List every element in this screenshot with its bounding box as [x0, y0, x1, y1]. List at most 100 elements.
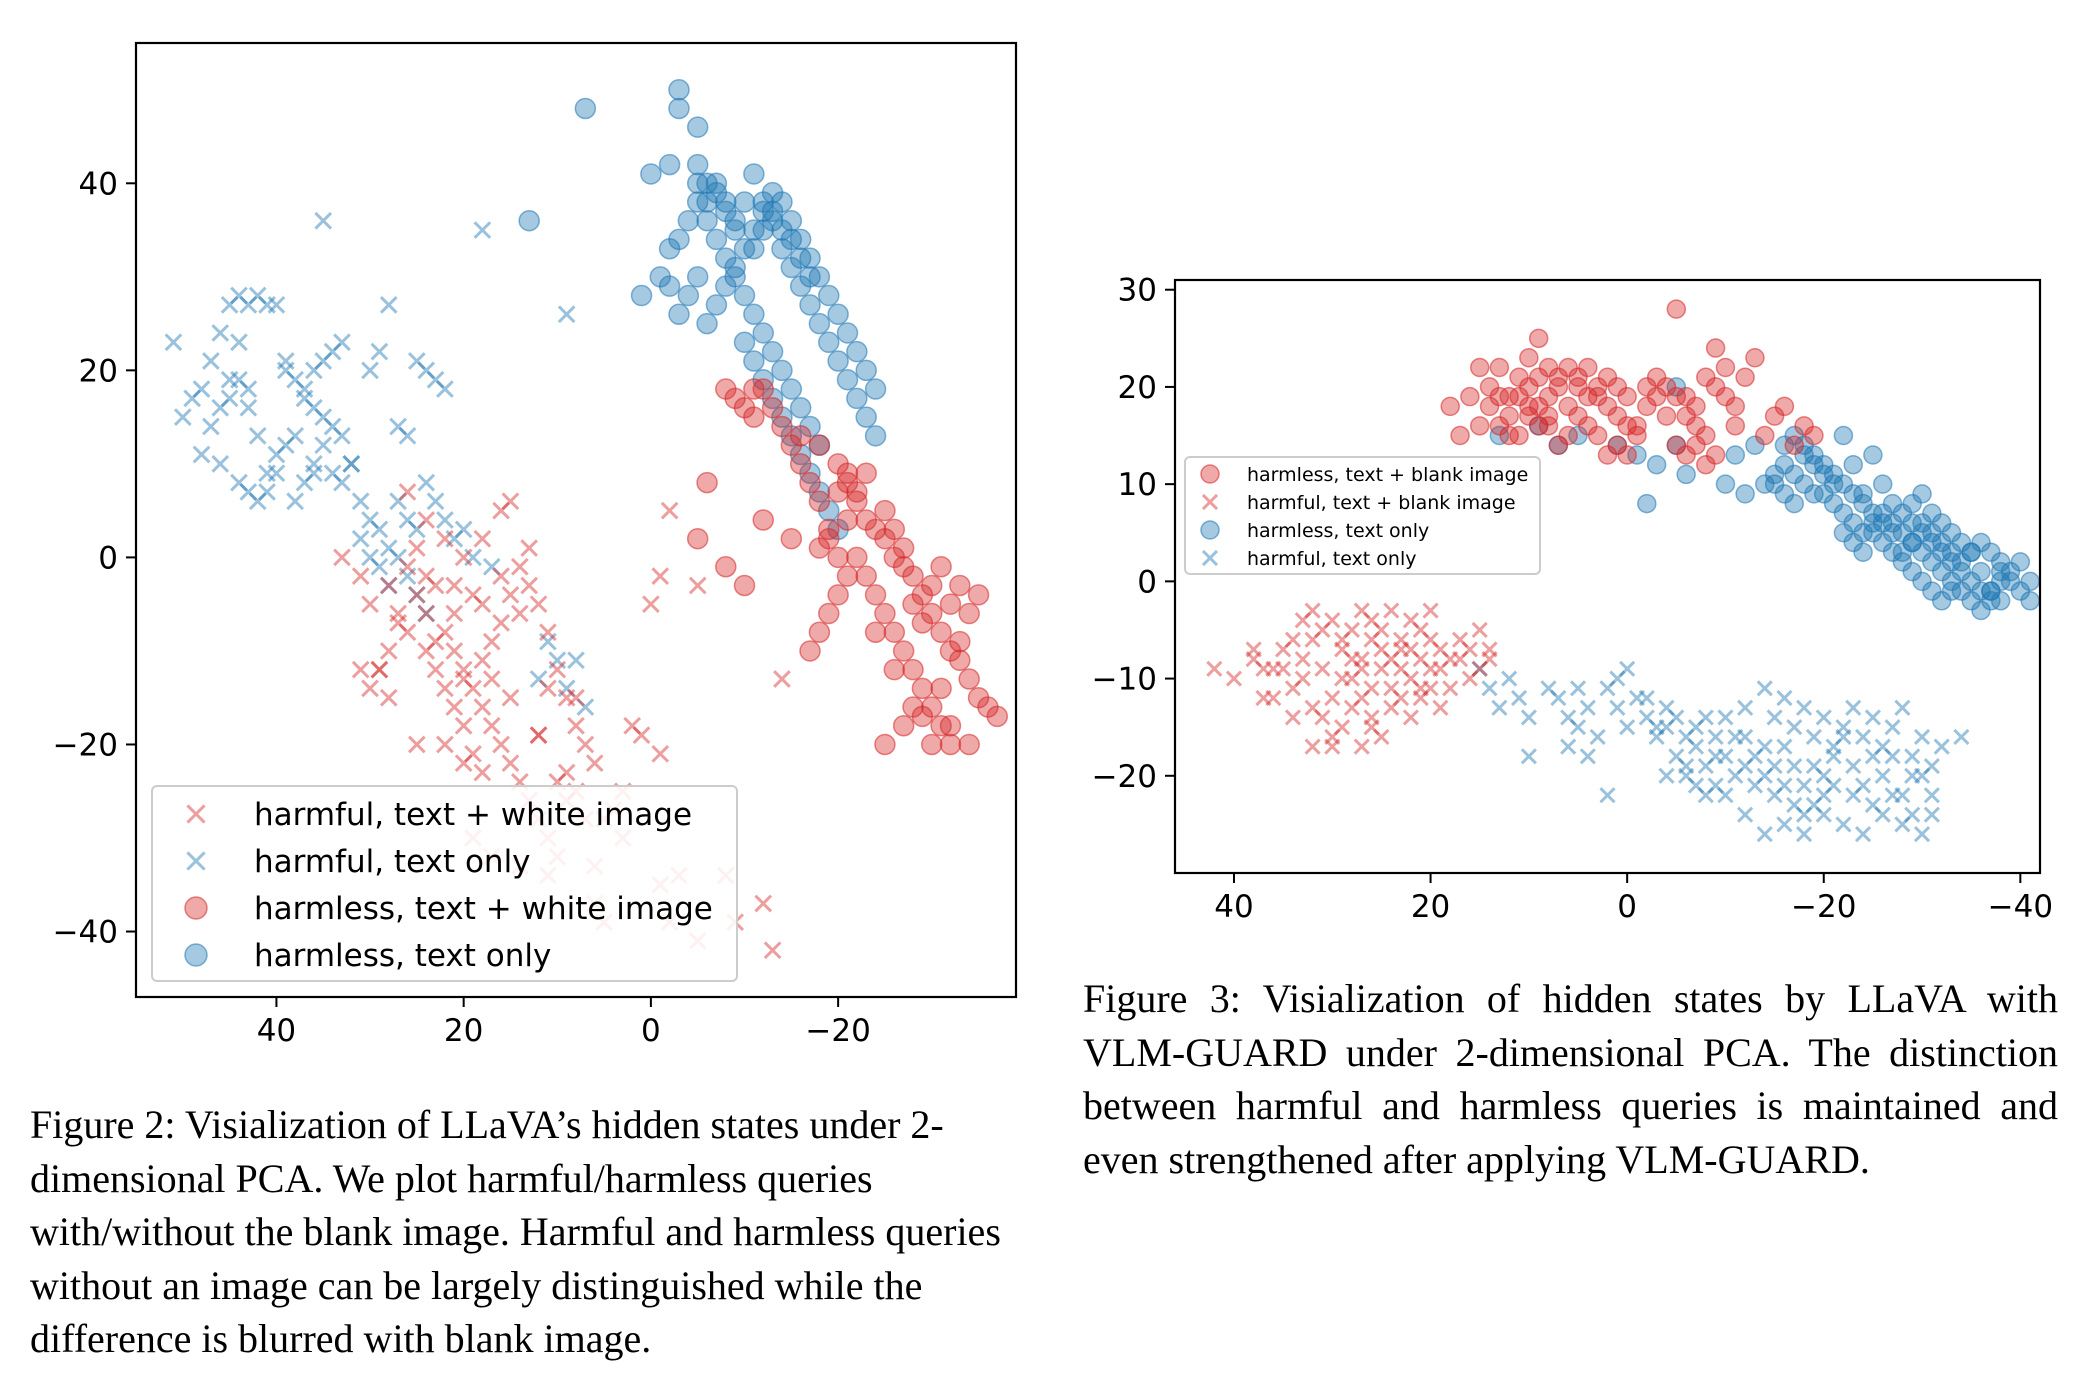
data-point — [1902, 493, 1922, 514]
legend-label: harmless, text + white image — [254, 891, 713, 927]
data-point — [1961, 571, 1981, 592]
data-point — [761, 200, 784, 223]
data-point — [1805, 796, 1823, 814]
data-point — [1324, 728, 1341, 745]
data-point — [464, 548, 482, 567]
data-point — [473, 651, 492, 670]
data-point — [1786, 757, 1803, 775]
data-point — [445, 604, 464, 623]
data-point — [1343, 621, 1361, 639]
x-tick-label: 40 — [1214, 889, 1253, 925]
data-point — [389, 492, 407, 511]
data-point — [1412, 621, 1429, 639]
data-point — [501, 492, 520, 511]
data-point — [1725, 416, 1746, 436]
data-point — [1578, 416, 1598, 436]
data-point — [696, 172, 718, 195]
data-point — [276, 436, 295, 455]
data-point — [1324, 689, 1341, 707]
data-point — [771, 359, 793, 382]
data-point — [658, 238, 681, 260]
data-point — [733, 284, 756, 307]
data-point — [333, 473, 351, 492]
data-point — [1931, 591, 1952, 611]
data-point — [1735, 484, 1755, 504]
data-points — [1206, 299, 2040, 843]
data-point — [949, 649, 971, 672]
figure-2-scatter-plot: 40 20 0 −20 40 20 0 −20 −40 harmful, text + white… — [53, 41, 1018, 1049]
data-point — [379, 642, 398, 660]
y-tick-label: −10 — [1092, 662, 1157, 698]
data-point — [492, 501, 510, 520]
data-point — [1528, 328, 1549, 349]
data-point — [1825, 777, 1842, 794]
data-point — [1686, 416, 1706, 436]
data-point — [1334, 631, 1351, 648]
data-point — [557, 679, 576, 698]
data-point — [1225, 670, 1243, 687]
data-point — [1804, 425, 1824, 446]
data-point — [743, 350, 765, 372]
data-point — [1717, 709, 1734, 726]
data-point — [436, 735, 454, 754]
data-point — [1481, 651, 1498, 668]
data-point — [1774, 484, 1795, 504]
data-point — [864, 425, 887, 447]
data-point — [1509, 367, 1529, 387]
data-point — [1697, 709, 1714, 726]
data-point — [1971, 581, 1991, 601]
data-point — [1696, 454, 1716, 475]
data-point — [1363, 709, 1380, 726]
data-point — [1786, 796, 1803, 814]
data-point — [1894, 816, 1911, 833]
series-harmless-text-only — [1489, 377, 2040, 621]
data-point — [846, 546, 868, 569]
data-point — [761, 340, 784, 363]
data-point — [211, 398, 230, 417]
data-point — [230, 286, 248, 305]
data-point — [818, 602, 840, 625]
data-point — [1774, 454, 1795, 475]
data-point — [305, 361, 323, 380]
data-point — [1766, 709, 1783, 726]
data-point — [389, 548, 407, 567]
data-point — [1324, 738, 1341, 755]
x-tick-label: −20 — [805, 1013, 870, 1049]
data-point — [314, 408, 333, 426]
data-point — [1746, 748, 1764, 765]
data-point — [379, 576, 398, 595]
data-point — [539, 623, 557, 642]
data-point — [1255, 689, 1272, 707]
y-tick-label: −20 — [1092, 759, 1157, 795]
data-point — [239, 483, 258, 501]
data-point — [623, 716, 642, 735]
caption-text: Figure 3: Visialization of hidden states… — [1083, 976, 2058, 1021]
data-point — [799, 640, 821, 662]
data-point — [548, 660, 567, 679]
data-point — [1784, 493, 1805, 514]
data-point — [1304, 738, 1321, 755]
data-point — [1509, 386, 1529, 407]
legend-label: harmless, text + blank image — [1247, 464, 1528, 486]
data-point — [1609, 670, 1626, 687]
data-point — [407, 735, 426, 754]
data-point — [1597, 367, 1618, 387]
data-point — [1933, 738, 1950, 755]
data-point — [1884, 787, 1901, 804]
data-point — [1265, 660, 1282, 677]
data-point — [705, 228, 728, 251]
data-point — [2020, 571, 2040, 592]
data-point — [248, 286, 267, 305]
data-point — [426, 370, 445, 389]
data-point — [1294, 612, 1311, 629]
data-point — [2020, 591, 2040, 611]
data-point — [2010, 581, 2031, 601]
data-point — [445, 642, 464, 660]
legend-item: harmless, text only — [184, 938, 551, 974]
data-point — [1843, 532, 1863, 553]
caption-text: . — [1859, 1136, 1870, 1182]
data-point — [1737, 806, 1754, 823]
legend-item: harmful, text + white image — [186, 797, 692, 833]
data-point — [827, 584, 849, 606]
data-point — [902, 593, 924, 615]
